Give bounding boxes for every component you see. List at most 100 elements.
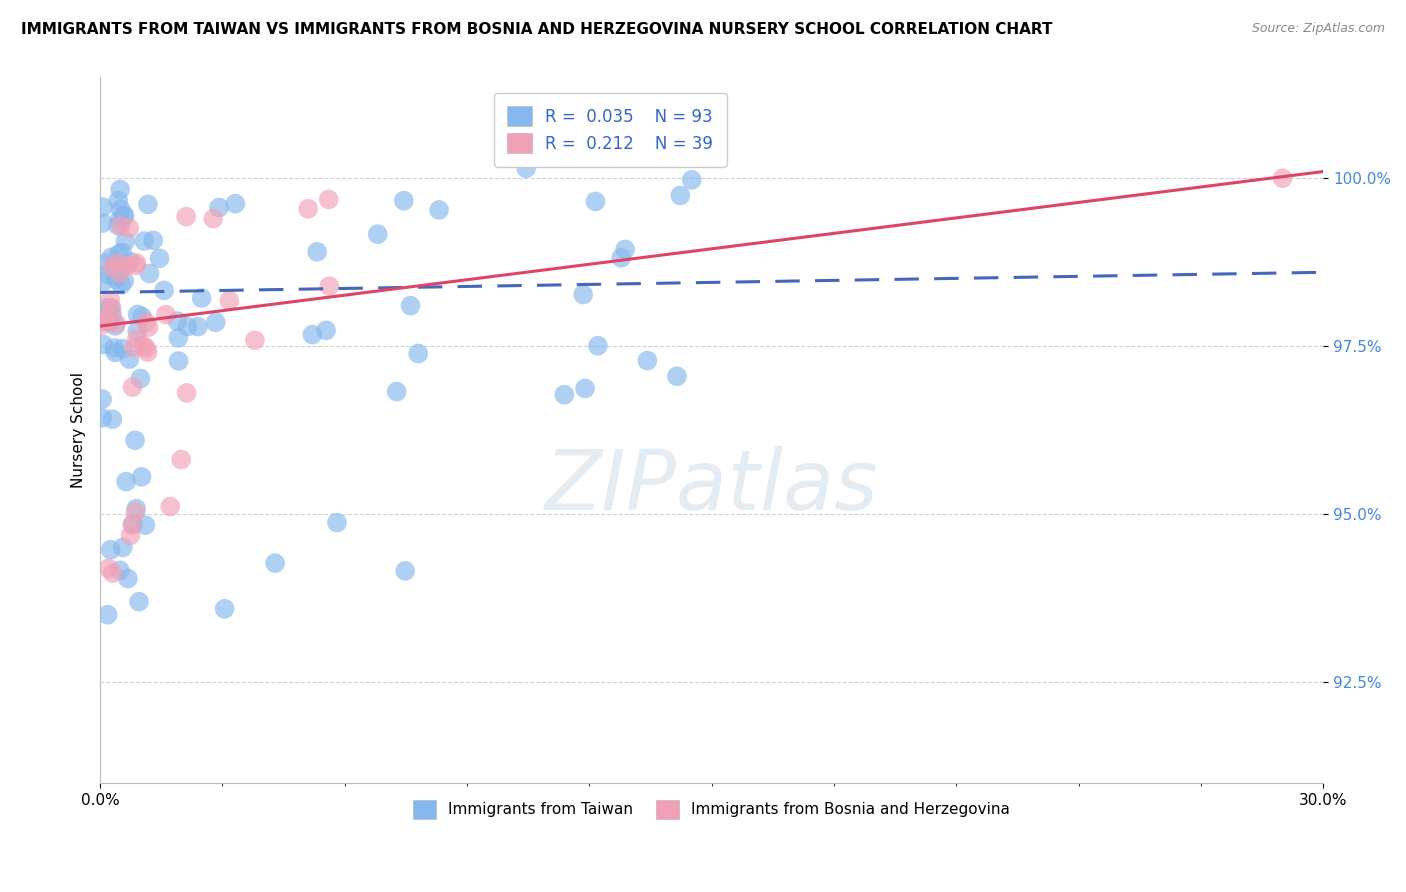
Point <box>96 314 118 328</box>
Point <box>585 194 607 209</box>
Point <box>120 254 142 268</box>
Point <box>91 318 114 332</box>
Point <box>148 252 170 266</box>
Point <box>665 369 688 384</box>
Point <box>97 607 120 622</box>
Point <box>136 197 159 211</box>
Point <box>91 314 114 328</box>
Point <box>100 250 122 264</box>
Point <box>91 276 114 290</box>
Point <box>681 173 703 187</box>
Text: ZIPatlas: ZIPatlas <box>546 446 879 527</box>
Point <box>614 243 637 257</box>
Y-axis label: Nursery School: Nursery School <box>72 372 86 488</box>
Point <box>110 277 132 292</box>
Point <box>104 318 127 333</box>
Point <box>218 293 240 308</box>
Point <box>97 301 120 315</box>
Point <box>121 517 143 532</box>
Point <box>124 434 146 448</box>
Point <box>122 517 145 532</box>
Point <box>104 257 127 271</box>
Point <box>155 308 177 322</box>
Point <box>636 353 658 368</box>
Point <box>243 333 266 347</box>
Point <box>264 556 287 570</box>
Point <box>100 542 122 557</box>
Point <box>214 601 236 615</box>
Point <box>112 274 135 288</box>
Point <box>187 319 209 334</box>
Point <box>117 572 139 586</box>
Point <box>104 345 127 359</box>
Point <box>105 317 128 331</box>
Point <box>91 337 114 351</box>
Point <box>208 201 231 215</box>
Point <box>98 301 121 315</box>
Point <box>132 339 155 353</box>
Point <box>202 211 225 226</box>
Point <box>115 258 138 272</box>
Text: IMMIGRANTS FROM TAIWAN VS IMMIGRANTS FROM BOSNIA AND HERZEGOVINA NURSERY SCHOOL : IMMIGRANTS FROM TAIWAN VS IMMIGRANTS FRO… <box>21 22 1053 37</box>
Point <box>111 541 134 555</box>
Point <box>125 332 148 346</box>
Point <box>307 244 329 259</box>
Point <box>138 320 160 334</box>
Point <box>96 267 118 281</box>
Point <box>669 188 692 202</box>
Point <box>318 279 340 293</box>
Point <box>107 194 129 208</box>
Point <box>301 327 323 342</box>
Point <box>108 182 131 196</box>
Point <box>97 315 120 329</box>
Point <box>170 452 193 467</box>
Point <box>326 516 349 530</box>
Point <box>125 501 148 516</box>
Point <box>112 210 135 224</box>
Point <box>515 161 537 176</box>
Point <box>101 260 124 274</box>
Point <box>297 202 319 216</box>
Point <box>406 346 429 360</box>
Point <box>553 387 575 401</box>
Point <box>111 245 134 260</box>
Point <box>131 470 153 484</box>
Point <box>224 196 246 211</box>
Point <box>138 267 160 281</box>
Point <box>107 219 129 233</box>
Point <box>134 234 156 248</box>
Point <box>124 505 146 519</box>
Point <box>318 193 340 207</box>
Point <box>586 339 609 353</box>
Point <box>135 315 157 329</box>
Point <box>120 528 142 542</box>
Point <box>112 208 135 222</box>
Point <box>108 563 131 577</box>
Point <box>94 256 117 270</box>
Point <box>127 308 149 322</box>
Point <box>392 194 415 208</box>
Point <box>118 221 141 235</box>
Point <box>153 284 176 298</box>
Point <box>142 233 165 247</box>
Point <box>91 410 114 425</box>
Point <box>129 371 152 385</box>
Point <box>100 301 122 316</box>
Point <box>128 594 150 608</box>
Point <box>101 566 124 580</box>
Point <box>97 561 120 575</box>
Point <box>125 259 148 273</box>
Point <box>136 345 159 359</box>
Text: Source: ZipAtlas.com: Source: ZipAtlas.com <box>1251 22 1385 36</box>
Point <box>91 392 114 406</box>
Point <box>159 500 181 514</box>
Point <box>125 256 148 270</box>
Point <box>101 308 124 322</box>
Point <box>190 291 212 305</box>
Point <box>166 314 188 328</box>
Point <box>122 340 145 354</box>
Point <box>315 323 337 337</box>
Point <box>121 380 143 394</box>
Point <box>115 475 138 489</box>
Point <box>107 256 129 270</box>
